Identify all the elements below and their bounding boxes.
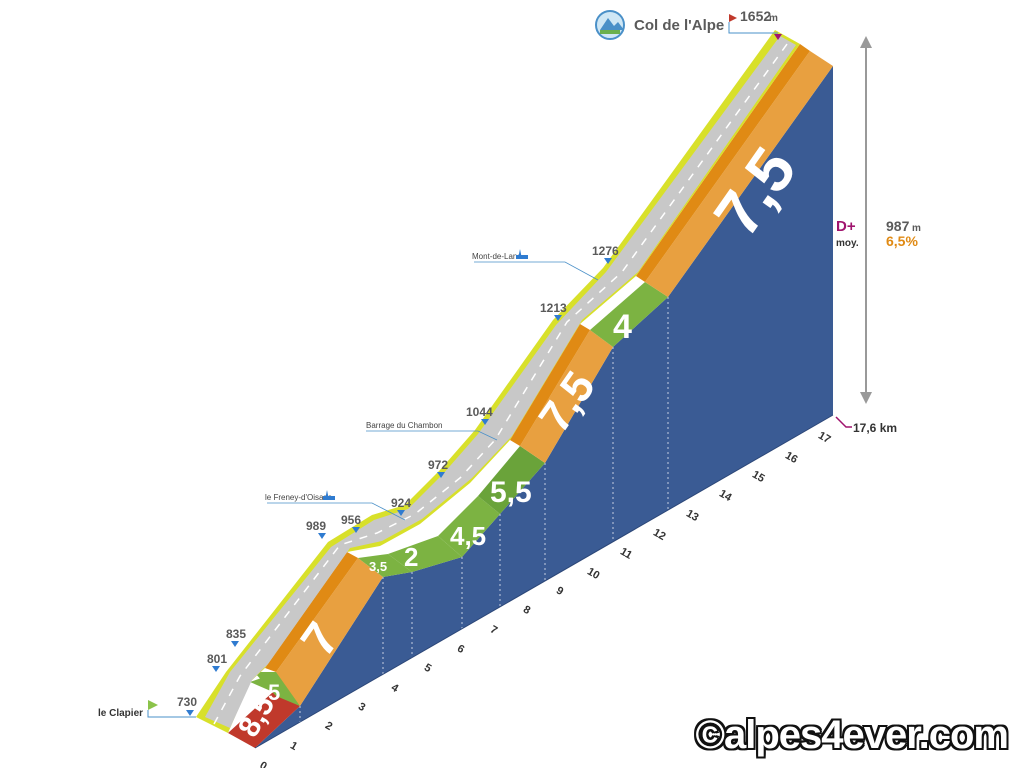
grade-segment-6 [438,496,500,557]
dplus-value: 987 [886,218,910,234]
elev-972: 972 [428,458,448,472]
km-tick-9: 9 [554,585,565,598]
km-tick-5: 5 [422,662,433,675]
place-chambon: Barrage du Chambon [366,421,443,430]
grade-label-7-5a: 7,5 [530,363,605,441]
km-tick-8: 8 [521,604,532,617]
grade-label-7a: 7 [291,614,350,666]
grade-label-5-5: 5,5 [490,476,532,509]
grade-label-4: 4 [613,308,632,346]
summit-flag-icon [729,14,737,22]
distance-label: 17,6 km [853,421,897,435]
road-surface [205,36,796,728]
summit-unit: m [769,13,778,24]
grade-segment-8-dark [510,324,590,446]
grade-segment-7 [478,446,545,514]
summit-marker: Col de l'Alpe 1652 m [595,8,782,40]
elev-924: 924 [391,496,411,510]
km-tick-12: 12 [651,527,668,544]
km-tick-14: 14 [717,488,734,505]
grade-segment-5 [388,536,462,572]
start-altitude: 730 [177,695,197,709]
grade-segment-10-dark [636,44,810,282]
km-tick-17: 17 [816,430,833,447]
grade-segment-2-top [254,672,300,706]
grade-label-7-5b: 7,5 [700,135,810,249]
km-tick-16: 16 [783,450,800,467]
elev-989: 989 [306,519,326,533]
elev-1213: 1213 [540,301,567,315]
km-axis: 0 1 2 3 4 5 6 7 8 9 10 11 12 13 14 15 16… [258,430,833,768]
km-tick-11: 11 [618,546,634,562]
elev-1276: 1276 [592,244,619,258]
grade-band [228,44,833,748]
summit-name: Col de l'Alpe [634,17,724,34]
elev-956: 956 [341,513,361,527]
grade-segment-9 [590,282,668,347]
grade-label-3-5: 3,5 [369,559,387,574]
grade-segment-8 [520,330,613,463]
elev-1044: 1044 [466,405,493,419]
km-tick-0: 0 [258,759,269,768]
elevation-labels: 801 835 989 956 924 972 1044 1213 1276 [207,244,619,672]
km-tick-10: 10 [585,566,602,583]
km-tick-2: 2 [323,720,334,733]
base-edge [254,414,834,749]
profile-side-face [255,66,833,748]
stats-block: D+ 987 m moy. 6,5% [836,36,921,404]
watermark: ©alpes4ever.com [695,713,1009,757]
avg-value: 6,5% [886,233,918,249]
avg-label: moy. [836,238,859,249]
place-mont-de-lans: Mont-de-Lans [472,252,521,261]
dplus-unit: m [912,223,921,234]
grade-segment-10 [645,51,833,297]
summit-altitude: 1652 [740,8,771,24]
dplus-label: D+ [836,218,856,235]
km-tick-15: 15 [750,469,767,486]
km-tick-13: 13 [684,508,701,525]
km-tick-4: 4 [389,682,401,696]
grade-segment-1 [228,692,300,748]
grade-segment-4 [358,554,412,577]
km-tick-6: 6 [455,643,466,656]
km-tick-1: 1 [288,740,299,753]
start-flag-icon [148,700,158,710]
distance-marker: 17,6 km [835,416,897,435]
km-tick-7: 7 [488,624,499,637]
grade-label-2: 2 [404,542,418,572]
grade-label-4-5: 4,5 [450,521,486,551]
elev-801: 801 [207,652,227,666]
grade-labels: 8,5 5 7 3,5 2 4,5 5,5 7,5 4 7,5 [232,135,810,743]
grade-segment-3 [276,558,383,706]
start-marker: le Clapier 730 [98,695,197,719]
elev-835: 835 [226,627,246,641]
place-annotations: le Freney-d'Oisans Barrage du Chambon Mo… [265,249,599,521]
start-name: le Clapier [98,708,143,719]
km-tick-3: 3 [356,701,367,714]
road-verge-outer [196,30,800,733]
grade-label-5a: 5 [268,680,280,705]
place-freney: le Freney-d'Oisans [265,493,332,502]
grade-segment-3-dark [265,552,358,672]
km-gridlines [299,297,669,722]
road [196,30,800,733]
